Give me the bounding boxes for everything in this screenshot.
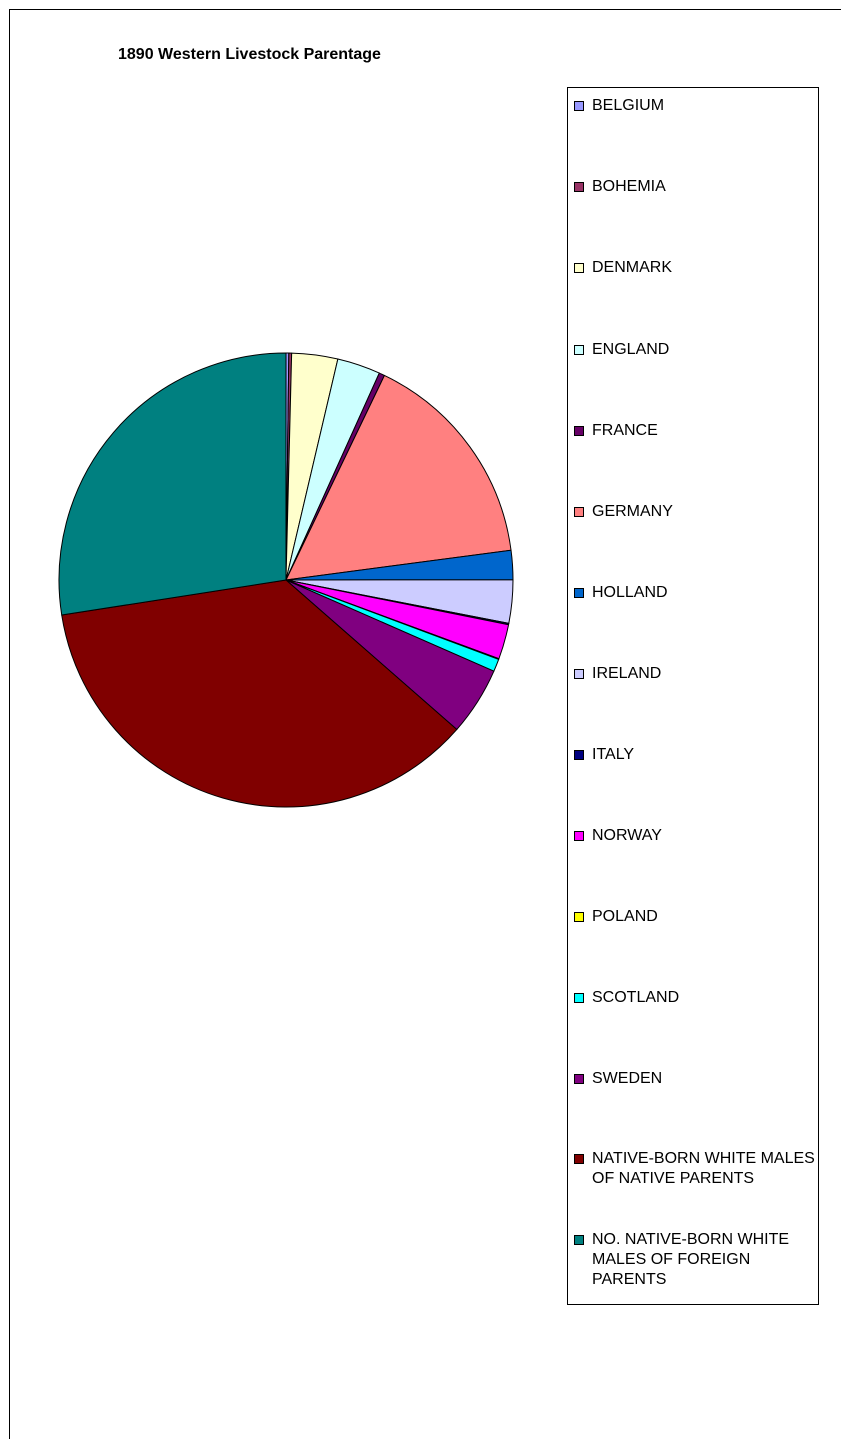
legend-label: NATIVE-BORN WHITE MALES OF NATIVE PARENT… (592, 1150, 815, 1187)
legend-swatch (574, 426, 584, 436)
legend-label: NORWAY (592, 827, 662, 844)
legend-label: BOHEMIA (592, 178, 666, 195)
legend-swatch (574, 345, 584, 355)
legend-swatch (574, 1235, 584, 1245)
legend-swatch (574, 588, 584, 598)
legend-swatch (574, 912, 584, 922)
legend-label: ITALY (592, 746, 635, 763)
pie-slice-germany (285, 374, 512, 581)
legend-label: GERMANY (592, 503, 673, 520)
legend-swatch (574, 993, 584, 1003)
legend-label: FRANCE (592, 422, 658, 439)
legend-label: HOLLAND (592, 584, 668, 601)
legend-swatch (574, 1074, 584, 1084)
pie-slice-native-born-white-males-of-native-parents (61, 579, 458, 808)
legend-swatch (574, 507, 584, 517)
chart-title: 1890 Western Livestock Parentage (118, 46, 381, 63)
legend-label: DENMARK (592, 259, 673, 276)
legend-swatch (574, 750, 584, 760)
legend-swatch (574, 263, 584, 273)
legend-label: ENGLAND (592, 341, 670, 358)
legend-label: POLAND (592, 908, 658, 925)
legend-swatch (574, 669, 584, 679)
legend-swatch (574, 101, 584, 111)
legend-swatch (574, 1154, 584, 1164)
pie-slice-no-native-born-white-males-of-foreign-parents (58, 352, 287, 616)
legend-swatch (574, 831, 584, 841)
legend-label: SWEDEN (592, 1070, 663, 1087)
legend-label: IRELAND (592, 665, 662, 682)
legend-label: SCOTLAND (592, 989, 680, 1006)
chart-frame (9, 9, 841, 1439)
legend-label: BELGIUM (592, 97, 665, 114)
legend-label: NO. NATIVE-BORN WHITE MALES OF FOREIGN P… (592, 1231, 790, 1288)
legend-swatch (574, 182, 584, 192)
legend: BELGIUM BOHEMIA DENMARK ENGLAND FRANCE GERMAN… (567, 87, 819, 1305)
